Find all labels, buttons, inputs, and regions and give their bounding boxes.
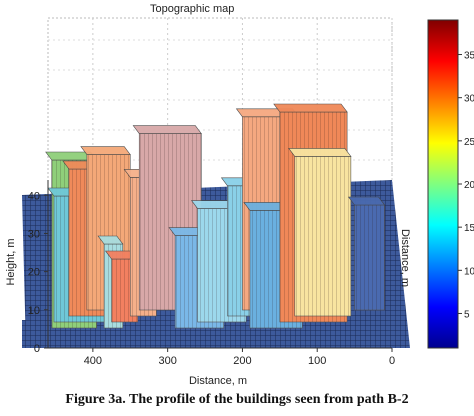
- colorbar-tick-label: 20: [464, 180, 474, 191]
- x-tick-label: 100: [308, 355, 326, 367]
- buildings-layer: [45, 103, 386, 329]
- colorbar-tick-label: 35: [464, 51, 474, 62]
- z-axis-label: Distance, m: [399, 229, 411, 287]
- y-ticks: 0 10 20 30 40: [28, 190, 48, 355]
- x-tick-label: 200: [233, 355, 251, 367]
- colorbar-tick-label: 30: [464, 94, 474, 105]
- x-ticks: 400 300 200 100 0: [84, 348, 395, 367]
- y-tick-label: 20: [28, 267, 40, 279]
- x-tick-label: 400: [84, 355, 102, 367]
- x-tick-label: 300: [158, 355, 176, 367]
- y-tick-label: 10: [28, 305, 40, 317]
- x-tick-label: 0: [389, 355, 395, 367]
- building: [288, 148, 352, 317]
- figure-caption: Figure 3a. The profile of the buildings …: [65, 392, 409, 407]
- chart-svg: Topographic map 400 300 200 100 0 010203040 …: [5, 3, 474, 387]
- chart-title: Topographic map: [150, 3, 234, 15]
- building-roof: [80, 146, 131, 155]
- y-axis-label: Height, m: [5, 238, 17, 285]
- building-roof: [288, 148, 352, 157]
- colorbar-tick-label: 25: [464, 137, 474, 148]
- building: [348, 196, 386, 311]
- building-roof: [97, 235, 124, 245]
- building-roof: [348, 196, 386, 206]
- building-roof: [132, 125, 202, 134]
- x-axis-label: Distance, m: [189, 375, 247, 387]
- y-tick-label: 40: [28, 190, 40, 202]
- colorbar-ticks: 5 10 15 20 25 30 35: [458, 51, 474, 320]
- colorbar: [427, 19, 459, 349]
- building-wall-hatch: [294, 156, 351, 316]
- colorbar-tick-label: 15: [464, 223, 474, 234]
- y-tick-label: 0: [34, 343, 40, 355]
- colorbar-tick-label: 10: [464, 266, 474, 277]
- building-wall-hatch: [354, 205, 385, 310]
- y-tick-label: 30: [28, 228, 40, 240]
- building-roof: [273, 103, 348, 113]
- colorbar-tick-label: 5: [464, 309, 470, 320]
